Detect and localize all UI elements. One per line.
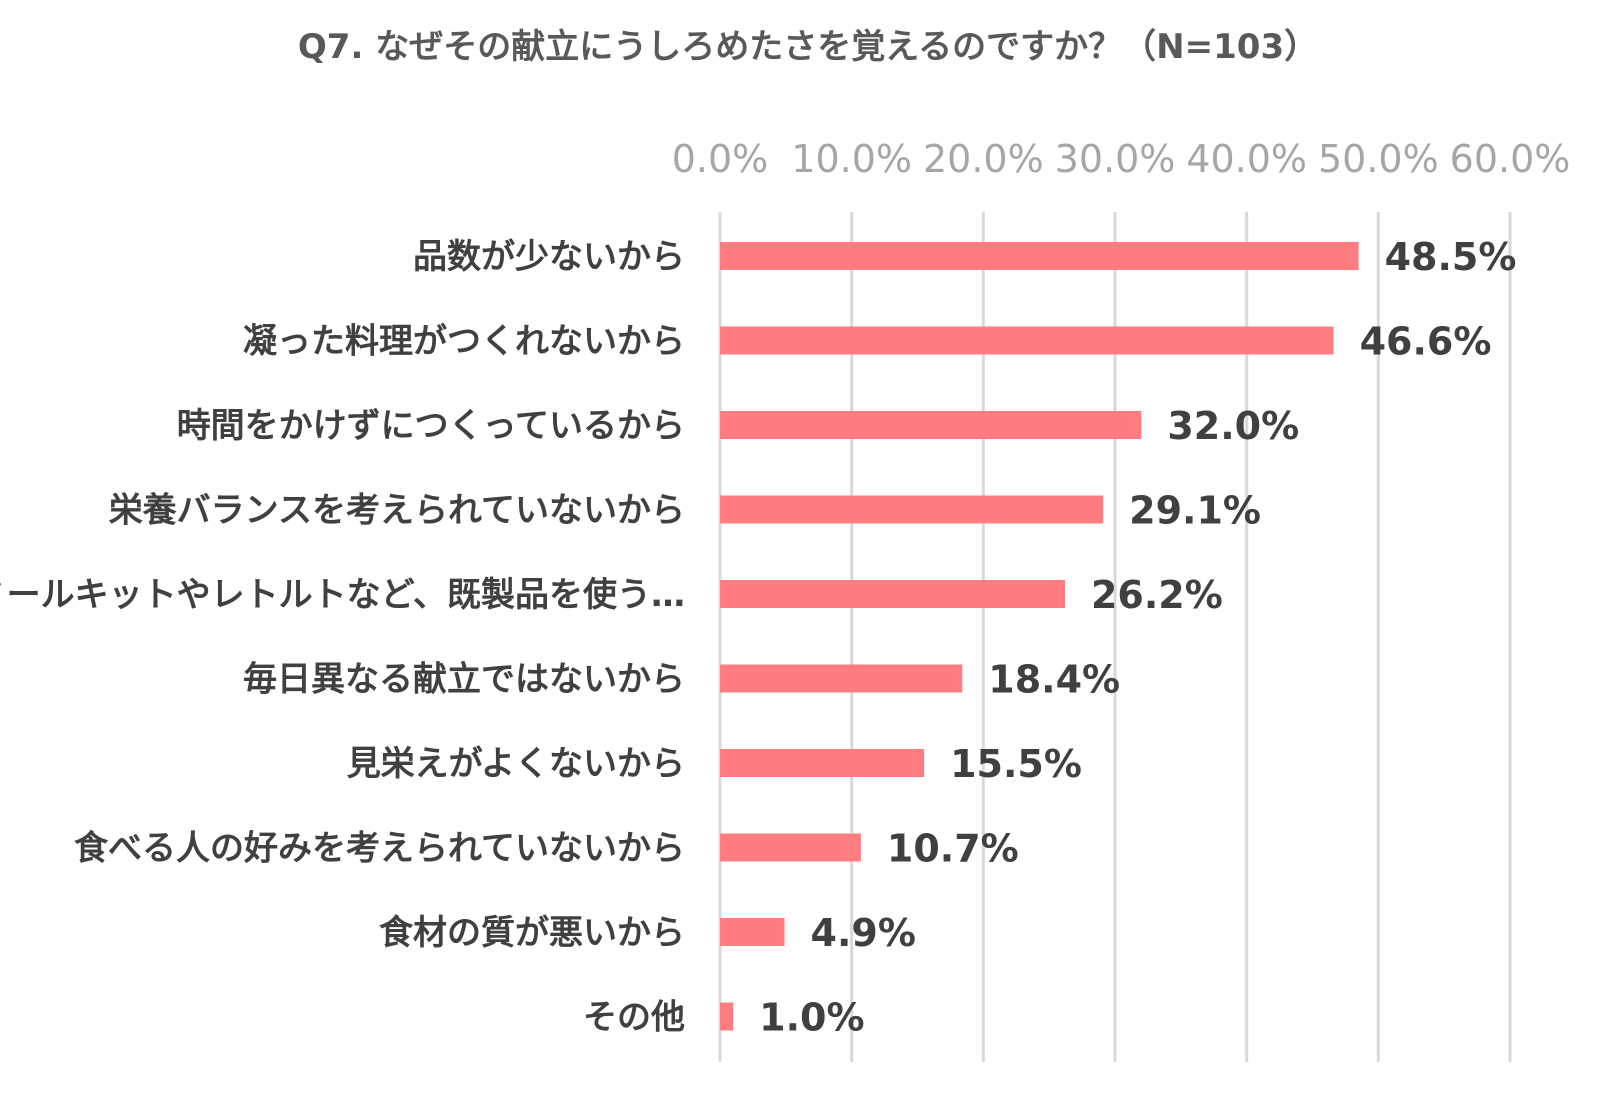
x-tick-label: 30.0% — [1055, 137, 1176, 181]
bar — [720, 580, 1065, 608]
x-tick-label: 10.0% — [791, 137, 912, 181]
bar — [720, 749, 925, 777]
x-tick-label: 0.0% — [672, 137, 769, 181]
data-label: 32.0% — [1167, 404, 1299, 448]
value-labels: 48.5% 46.6% 32.0% 29.1% 26.2% 18.4% 15.5% 10.7%… — [759, 235, 1516, 1040]
data-label: 15.5% — [950, 742, 1082, 786]
bar — [720, 411, 1142, 439]
x-tick-label: 60.0% — [1450, 137, 1571, 181]
x-tick-label: 40.0% — [1186, 137, 1307, 181]
data-label: 46.6% — [1360, 320, 1492, 364]
category-label: 凝った料理がつくれないから — [243, 322, 685, 362]
data-label: 48.5% — [1385, 235, 1517, 279]
bar — [720, 918, 785, 946]
data-label: 18.4% — [988, 658, 1120, 702]
x-axis-ticks: 0.0% 10.0% 20.0% 30.0% 40.0% 50.0% 60.0% — [672, 137, 1571, 181]
bar — [720, 664, 963, 693]
category-label: 見栄えがよくないから — [347, 744, 685, 784]
category-label: 食べる人の好みを考えられていないから — [74, 829, 685, 869]
x-tick-label: 50.0% — [1318, 137, 1439, 181]
data-label: 4.9% — [811, 911, 916, 955]
bar — [720, 1002, 734, 1031]
data-label: 26.2% — [1091, 573, 1223, 617]
chart-title: Q7. なぜその献立にうしろめたさを覚えるのですか？（N=103） — [298, 27, 1318, 67]
data-label: 10.7% — [887, 827, 1019, 871]
bar — [720, 326, 1334, 355]
category-label: 毎日異なる献立ではないから — [243, 660, 685, 700]
data-label: 1.0% — [759, 996, 864, 1040]
category-label: 栄養バランスを考えられていないから — [109, 491, 685, 531]
bar — [720, 833, 861, 862]
x-tick-label: 20.0% — [923, 137, 1044, 181]
data-label: 29.1% — [1129, 489, 1261, 533]
category-label: 品数が少ないから — [413, 237, 685, 277]
category-label: ミールキットやレトルトなど、既製品を使う… — [0, 575, 685, 615]
bar — [720, 242, 1359, 270]
category-labels: 品数が少ないから凝った料理がつくれないから時間をかけずにつくっているから栄養バラ… — [0, 237, 685, 1038]
category-label: その他 — [583, 998, 685, 1038]
bar — [720, 495, 1104, 524]
category-label: 食材の質が悪いから — [379, 913, 685, 953]
category-label: 時間をかけずにつくっているから — [177, 406, 685, 446]
bars — [720, 242, 1359, 1031]
